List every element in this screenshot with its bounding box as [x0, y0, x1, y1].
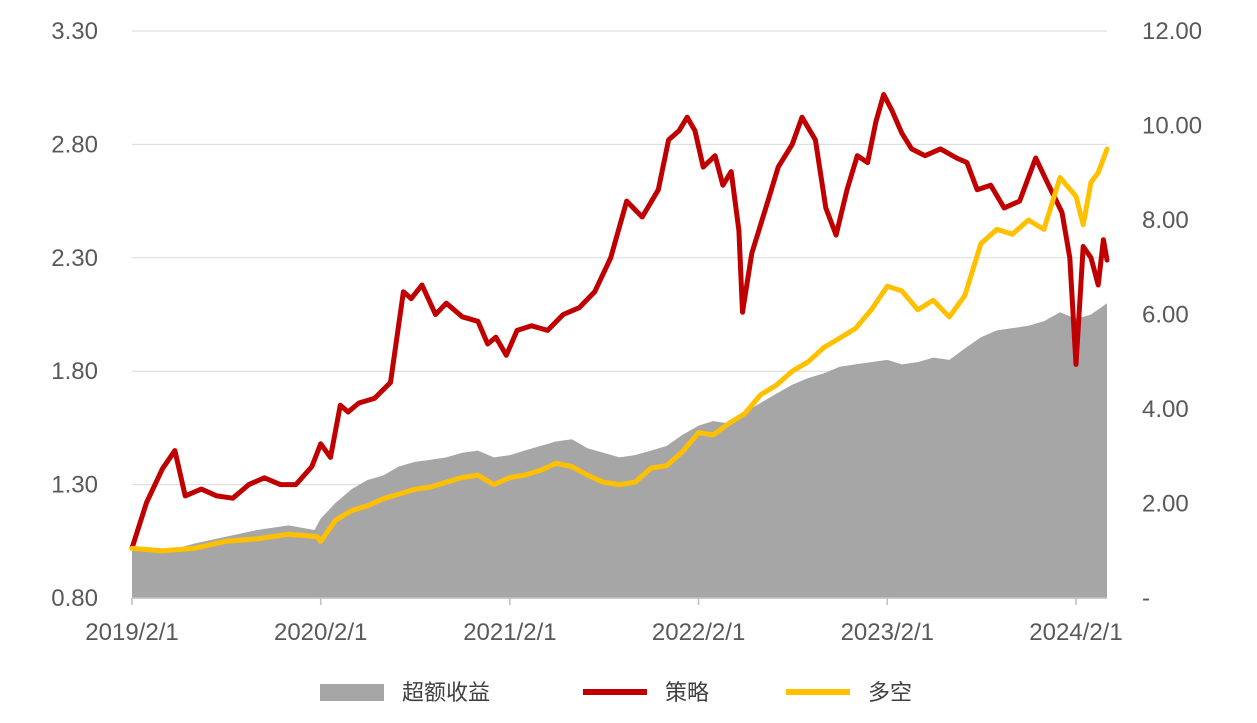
y-right-tick-label: 8.00	[1142, 207, 1189, 234]
line-layer	[129, 92, 1110, 554]
legend-label: 策略	[665, 681, 709, 706]
x-tick-label: 2024/2/1	[1029, 619, 1122, 646]
x-tick-label: 2022/2/1	[652, 619, 745, 646]
legend: 超额收益 策略 多空	[320, 681, 912, 706]
area-layer	[132, 303, 1107, 598]
x-tick-label: 2023/2/1	[841, 619, 934, 646]
line-series-long-short	[129, 146, 1110, 554]
y-right-tick-label: 6.00	[1142, 302, 1189, 329]
y-left-ticks: 0.80 1.30 1.80 2.30 2.80 3.30	[51, 18, 98, 612]
y-left-tick-label: 3.30	[51, 18, 98, 45]
x-tick-label: 2019/2/1	[85, 619, 178, 646]
y-right-tick-label: 4.00	[1142, 396, 1189, 423]
legend-label: 多空	[868, 681, 912, 706]
x-tick-label: 2020/2/1	[274, 619, 367, 646]
line-series-strategy	[129, 92, 1110, 551]
legend-swatch	[320, 684, 384, 701]
y-right-tick-label: -	[1142, 585, 1150, 612]
y-left-tick-label: 1.80	[51, 358, 98, 385]
legend-item-long-short: 多空	[786, 681, 912, 706]
x-ticks: 2019/2/1 2020/2/1 2021/2/1 2022/2/1 2023/2/1…	[85, 598, 1123, 646]
y-left-tick-label: 2.30	[51, 245, 98, 272]
y-right-ticks: - 2.00 4.00 6.00 8.00 10.00 12.00	[1142, 18, 1202, 612]
y-left-tick-label: 0.80	[51, 585, 98, 612]
legend-item-strategy: 策略	[583, 681, 709, 706]
x-tick-label: 2021/2/1	[463, 619, 556, 646]
legend-item-excess-return: 超额收益	[320, 681, 490, 706]
y-left-tick-label: 1.30	[51, 472, 98, 499]
y-right-tick-label: 10.00	[1142, 113, 1202, 140]
y-right-tick-label: 12.00	[1142, 18, 1202, 45]
area-series-excess-return	[132, 303, 1107, 598]
y-right-tick-label: 2.00	[1142, 491, 1189, 518]
y-left-tick-label: 2.80	[51, 131, 98, 158]
legend-label: 超额收益	[402, 681, 490, 706]
